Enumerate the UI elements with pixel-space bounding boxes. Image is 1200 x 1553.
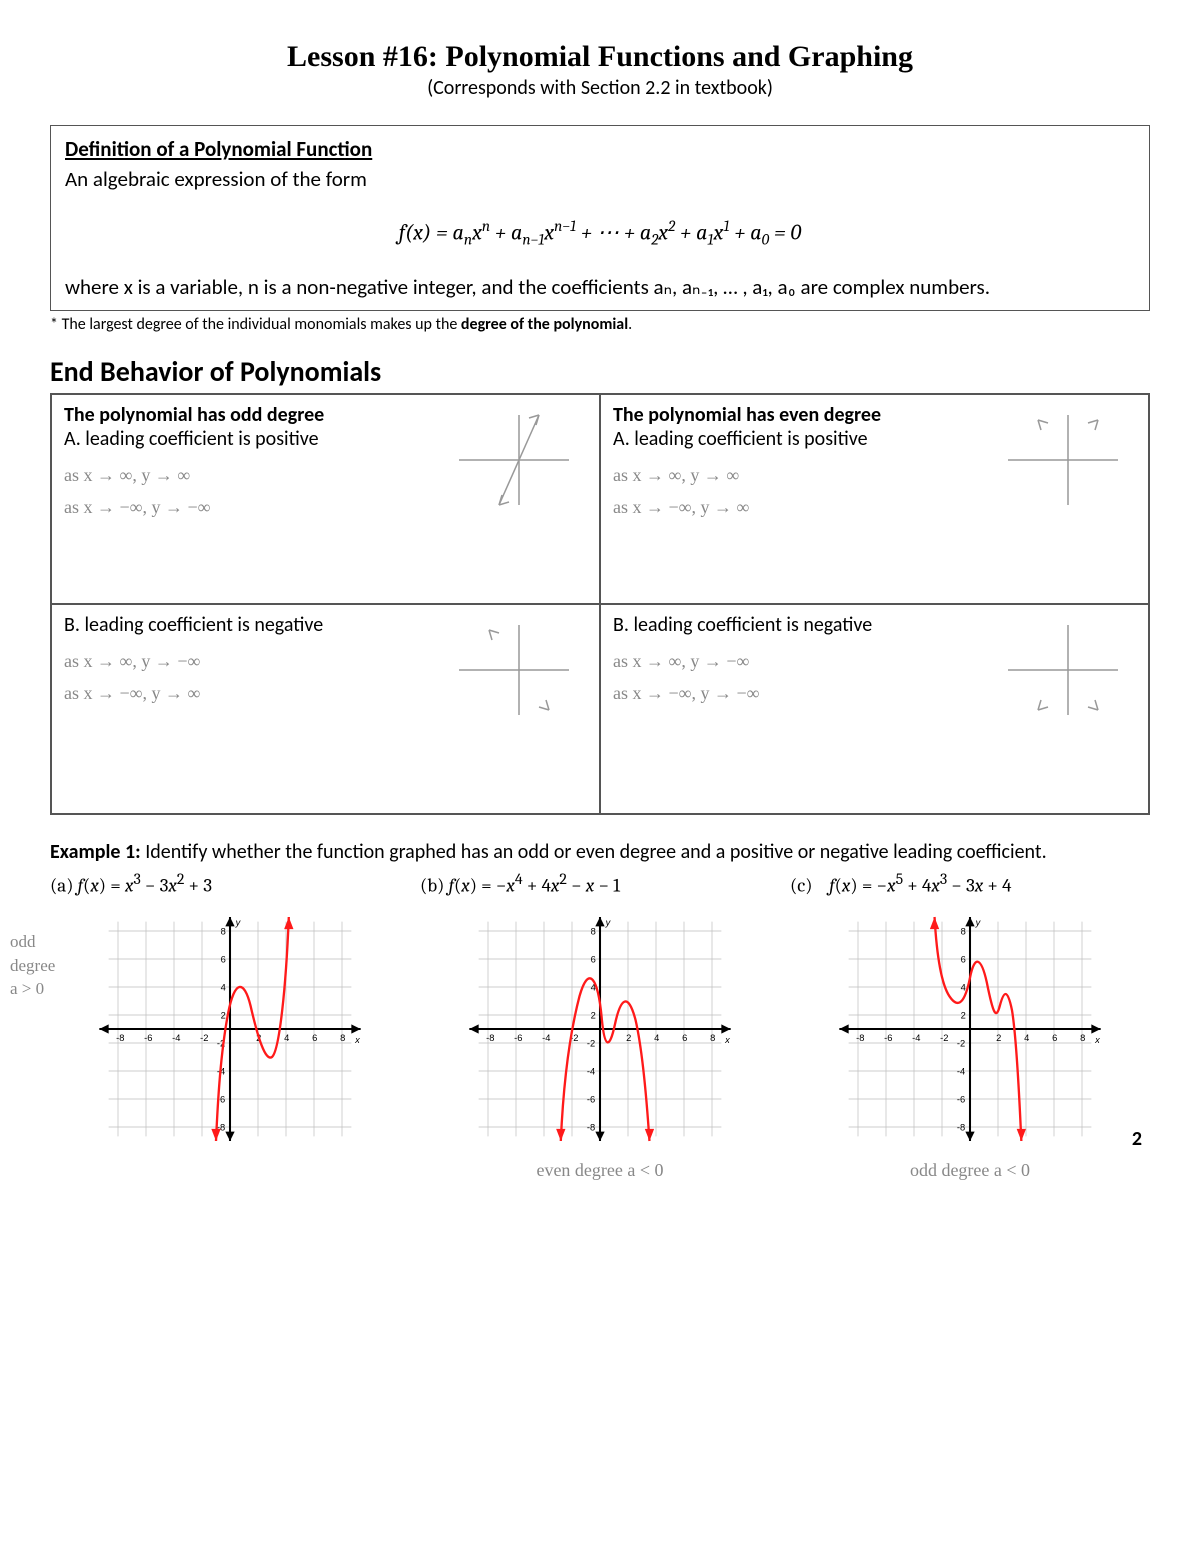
svg-text:-6: -6 xyxy=(884,1033,892,1043)
svg-text:2: 2 xyxy=(591,1011,596,1021)
svg-text:6: 6 xyxy=(682,1033,687,1043)
svg-text:-4: -4 xyxy=(957,1067,965,1077)
svg-text:8: 8 xyxy=(221,927,226,937)
svg-text:8: 8 xyxy=(710,1033,715,1043)
svg-text:y: y xyxy=(605,917,612,927)
svg-text:-2: -2 xyxy=(200,1033,208,1043)
svg-text:x: x xyxy=(354,1035,360,1045)
svg-text:8: 8 xyxy=(961,927,966,937)
svg-text:-6: -6 xyxy=(144,1033,152,1043)
svg-text:-6: -6 xyxy=(587,1095,595,1105)
svg-text:8: 8 xyxy=(591,927,596,937)
page-number: 2 xyxy=(1132,1127,1142,1151)
svg-text:y: y xyxy=(235,917,242,927)
svg-text:4: 4 xyxy=(654,1033,659,1043)
degree-note: * The largest degree of the individual m… xyxy=(50,315,1150,334)
even-neg-sketch xyxy=(988,615,1128,725)
svg-text:4: 4 xyxy=(221,983,226,993)
example1-text: Example 1: Identify whether the function… xyxy=(50,840,1150,864)
graph-a: -8-6-4-22468 8642-2-4-6-8 yx xyxy=(90,904,370,1154)
svg-text:4: 4 xyxy=(284,1033,289,1043)
svg-text:x: x xyxy=(724,1035,730,1045)
svg-text:-6: -6 xyxy=(514,1033,522,1043)
definition-heading: Definition of a Polynomial Function xyxy=(65,136,1135,162)
svg-text:8: 8 xyxy=(340,1033,345,1043)
example-a: odddegreea > 0 (a) f(x) = x3 − 3x2 + 3 -… xyxy=(50,870,410,1181)
page-subtitle: (Corresponds with Section 2.2 in textboo… xyxy=(50,76,1150,100)
svg-text:-8: -8 xyxy=(587,1123,595,1133)
svg-text:-2: -2 xyxy=(940,1033,948,1043)
definition-intro: An algebraic expression of the form xyxy=(65,166,1135,192)
svg-text:x: x xyxy=(1094,1035,1100,1045)
svg-text:y: y xyxy=(975,917,982,927)
page-title: Lesson #16: Polynomial Functions and Gra… xyxy=(50,40,1150,74)
svg-text:-8: -8 xyxy=(957,1123,965,1133)
example-c: 2 (c) f(x) = −x5 + 4x3 − 3x + 4 -8 -6 -4 -2… xyxy=(790,870,1150,1181)
odd-positive-cell: The polynomial has odd degree A. leading… xyxy=(51,394,600,604)
svg-text:-4: -4 xyxy=(172,1033,180,1043)
definition-formula: f(x) = anxn + an−1xn−1 + ⋯ + a2x2 + a1x1… xyxy=(65,217,1135,249)
svg-text:4: 4 xyxy=(961,983,966,993)
svg-text:-8: -8 xyxy=(116,1033,124,1043)
svg-text:6: 6 xyxy=(961,955,966,965)
example-a-side-hand: odddegreea > 0 xyxy=(10,930,80,1001)
end-behavior-heading: End Behavior of Polynomials xyxy=(50,354,1150,389)
example-b-bottom-hand: even degree a < 0 xyxy=(420,1160,780,1181)
svg-text:6: 6 xyxy=(312,1033,317,1043)
odd-neg-sketch xyxy=(439,615,579,725)
svg-text:8: 8 xyxy=(1080,1033,1085,1043)
example-c-bottom-hand: odd degree a < 0 xyxy=(790,1160,1150,1181)
svg-text:6: 6 xyxy=(1052,1033,1057,1043)
graph-c: -8 -6 -4 -2 2 4 6 8 8 6 4 2 -2 -4 -6 -8 y x xyxy=(830,904,1110,1154)
svg-text:6: 6 xyxy=(221,955,226,965)
svg-text:2: 2 xyxy=(996,1033,1001,1043)
definition-box: Definition of a Polynomial Function An a… xyxy=(50,125,1150,311)
even-negative-cell: B. leading coefficient is negative as x … xyxy=(600,604,1149,814)
svg-text:-4: -4 xyxy=(912,1033,920,1043)
svg-text:-4: -4 xyxy=(542,1033,550,1043)
svg-text:-8: -8 xyxy=(486,1033,494,1043)
svg-text:-6: -6 xyxy=(957,1095,965,1105)
example-c-label: (c) f(x) = −x5 + 4x3 − 3x + 4 xyxy=(790,870,1150,896)
example-a-label: (a) f(x) = x3 − 3x2 + 3 xyxy=(50,870,410,896)
definition-post: where x is a variable, n is a non-negati… xyxy=(65,274,1135,300)
even-pos-sketch xyxy=(988,405,1128,515)
graph-b: -8-6-4-22468 8642-2-4-6-8 yx xyxy=(460,904,740,1154)
even-positive-cell: The polynomial has even degree A. leadin… xyxy=(600,394,1149,604)
behavior-grid: The polynomial has odd degree A. leading… xyxy=(50,393,1150,815)
svg-text:-2: -2 xyxy=(957,1039,965,1049)
svg-text:-8: -8 xyxy=(856,1033,864,1043)
example-b-label: (b) f(x) = −x4 + 4x2 − x − 1 xyxy=(420,870,780,896)
odd-pos-sketch xyxy=(439,405,579,515)
svg-text:-4: -4 xyxy=(587,1067,595,1077)
example-b: (b) f(x) = −x4 + 4x2 − x − 1 -8 -6 -4 -2 2 4 6… xyxy=(420,870,780,1181)
svg-text:6: 6 xyxy=(591,955,596,965)
svg-text:2: 2 xyxy=(961,1011,966,1021)
svg-text:2: 2 xyxy=(221,1011,226,1021)
example-row: odddegreea > 0 (a) f(x) = x3 − 3x2 + 3 -… xyxy=(50,870,1150,1181)
svg-text:2: 2 xyxy=(626,1033,631,1043)
odd-negative-cell: B. leading coefficient is negative as x … xyxy=(51,604,600,814)
svg-text:4: 4 xyxy=(1024,1033,1029,1043)
svg-text:-2: -2 xyxy=(587,1039,595,1049)
